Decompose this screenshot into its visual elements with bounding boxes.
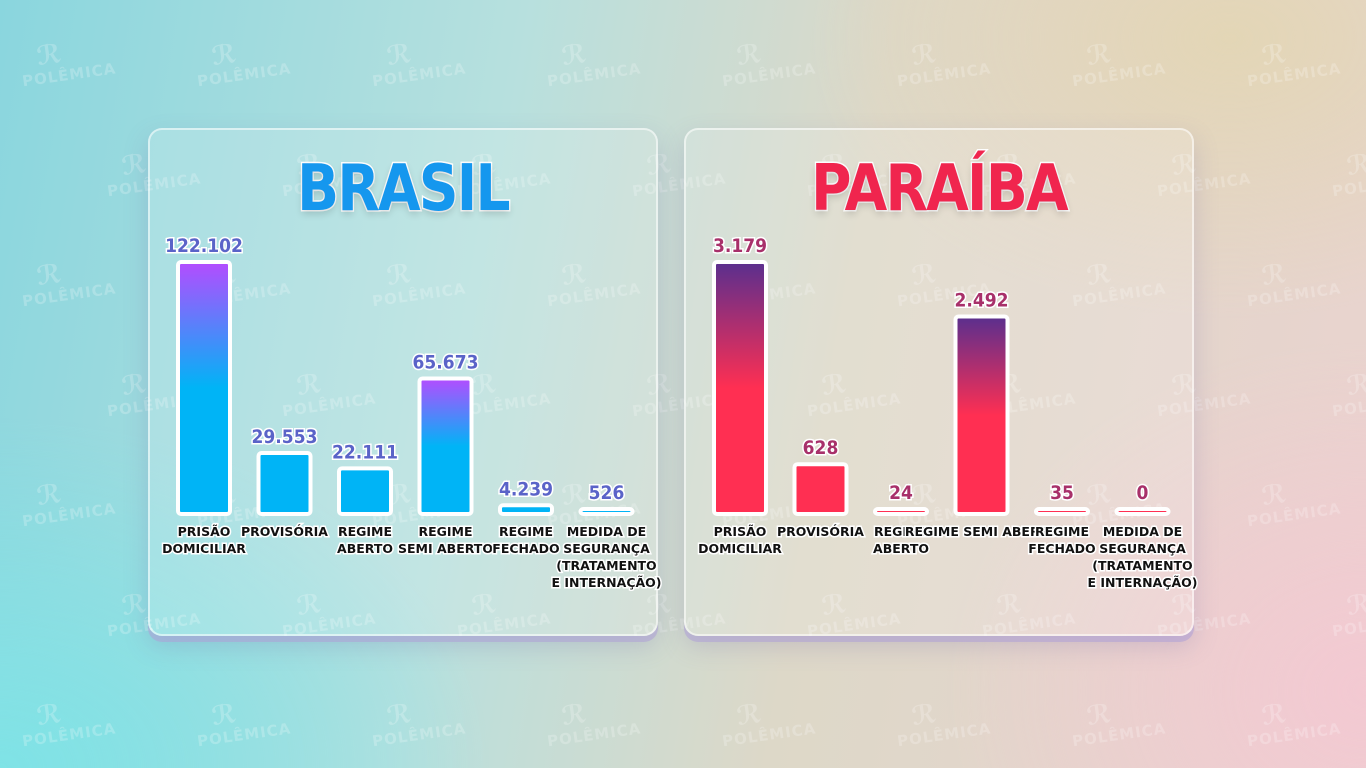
bar-3: [417, 376, 474, 516]
category-label-2: REGIME ABERTO: [337, 524, 393, 556]
category-label-1: PROVISÓRIA: [241, 524, 328, 539]
bar-3: [953, 314, 1010, 516]
bar-value-label-2: 24: [889, 482, 913, 504]
bar-value-label-1: 29.553: [252, 426, 318, 448]
bar-4: [1034, 507, 1090, 516]
bar-value-label-1: 628: [803, 437, 839, 459]
bar-1: [792, 462, 849, 517]
category-label-1: PROVISÓRIA: [777, 524, 864, 539]
bar-5: [578, 507, 635, 516]
bar-value-label-4: 35: [1050, 482, 1074, 504]
brasil-chart-title: BRASIL: [296, 151, 512, 228]
category-label-2: REGIME ABERTO: [873, 524, 929, 556]
brasil-chart-panel: BRASIL 122.102 PRISÃO DOMICILIAR 29.553 PROV…: [148, 128, 663, 636]
bar-2: [873, 507, 929, 516]
bar-value-label-3: 65.673: [413, 351, 479, 373]
category-label-3: REGIME SEMI ABERTO: [398, 524, 493, 556]
bar-value-label-5: 0: [1137, 482, 1149, 504]
category-label-4: REGIME FECHADO: [492, 524, 559, 556]
category-label-3: REGIME SEMI ABERTO: [905, 524, 1058, 539]
paraiba-bar-chart: 3.179 PRISÃO DOMICILIAR 628 PROVISÓRIA 24 REGI…: [697, 234, 1199, 592]
bar-0: [176, 260, 232, 516]
paraiba-chart-panel: PARAÍBA 3.179 PRISÃO DOMICILIAR 628 PROVISÓR…: [684, 128, 1199, 636]
bar-value-label-0: 3.179: [713, 235, 767, 257]
bar-2: [337, 466, 393, 516]
category-label-0: PRISÃO DOMICILIAR: [162, 524, 246, 556]
category-label-5: MEDIDA DE SEGURANÇA (TRATAMENTO E INTERNAÇÃ…: [1087, 524, 1197, 590]
bar-1: [256, 451, 313, 516]
bar-value-label-3: 2.492: [954, 289, 1008, 311]
category-label-0: PRISÃO DOMICILIAR: [698, 524, 782, 556]
brasil-bar-chart: 122.102 PRISÃO DOMICILIAR 29.553 PROVISÓRIA 2…: [161, 234, 663, 592]
bar-value-label-0: 122.102: [165, 235, 243, 257]
bar-value-label-5: 526: [589, 482, 625, 504]
category-label-5: MEDIDA DE SEGURANÇA (TRATAMENTO E INTERNAÇÃ…: [551, 524, 661, 590]
bar-value-label-4: 4.239: [499, 478, 553, 500]
bar-0: [712, 260, 768, 516]
bar-5: [1114, 507, 1171, 516]
bar-value-label-2: 22.111: [332, 441, 398, 463]
bar-4: [498, 503, 554, 516]
paraiba-chart-title: PARAÍBA: [810, 151, 1070, 228]
category-label-4: REGIME FECHADO: [1028, 524, 1095, 556]
